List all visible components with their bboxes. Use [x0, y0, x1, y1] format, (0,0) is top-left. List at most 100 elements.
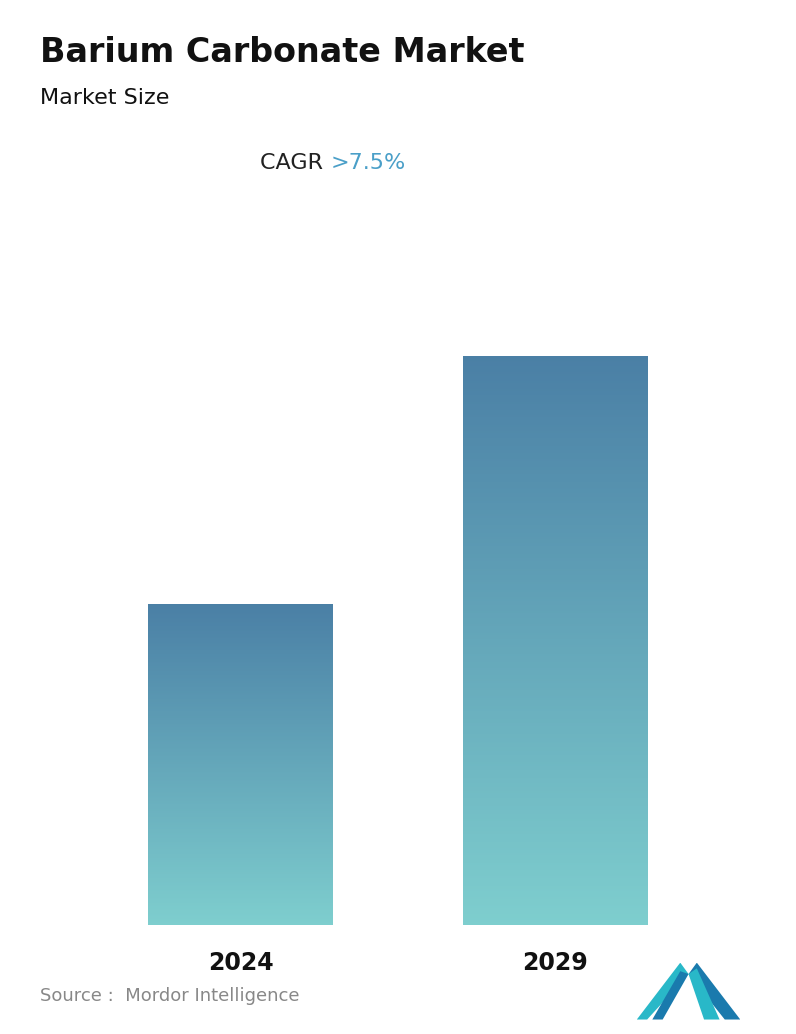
- Bar: [463, 872, 648, 875]
- Bar: [148, 849, 333, 850]
- Bar: [463, 667, 648, 670]
- Bar: [463, 828, 648, 830]
- Bar: [148, 801, 333, 803]
- Bar: [148, 787, 333, 788]
- Bar: [463, 470, 648, 473]
- Bar: [148, 643, 333, 645]
- Bar: [148, 682, 333, 685]
- Bar: [148, 718, 333, 719]
- Bar: [463, 436, 648, 438]
- Bar: [148, 702, 333, 704]
- Bar: [148, 842, 333, 843]
- Bar: [463, 415, 648, 418]
- Bar: [463, 699, 648, 702]
- Bar: [148, 748, 333, 749]
- Bar: [463, 858, 648, 861]
- Bar: [148, 830, 333, 832]
- Bar: [148, 680, 333, 682]
- Bar: [463, 616, 648, 618]
- Bar: [463, 753, 648, 755]
- Bar: [463, 391, 648, 393]
- Bar: [463, 915, 648, 918]
- Bar: [148, 772, 333, 774]
- Bar: [463, 701, 648, 703]
- Bar: [148, 707, 333, 709]
- Bar: [463, 402, 648, 404]
- Bar: [148, 677, 333, 679]
- Bar: [148, 650, 333, 652]
- Bar: [463, 902, 648, 905]
- Bar: [148, 661, 333, 662]
- Bar: [148, 762, 333, 764]
- Bar: [463, 387, 648, 389]
- Bar: [463, 555, 648, 557]
- Bar: [463, 449, 648, 452]
- Text: Market Size: Market Size: [40, 88, 170, 108]
- Text: Barium Carbonate Market: Barium Carbonate Market: [40, 36, 525, 69]
- Bar: [463, 826, 648, 829]
- Bar: [148, 858, 333, 860]
- Bar: [148, 851, 333, 853]
- Bar: [463, 624, 648, 626]
- Bar: [148, 920, 333, 922]
- Bar: [463, 733, 648, 736]
- Bar: [148, 664, 333, 665]
- Bar: [148, 769, 333, 771]
- Bar: [148, 781, 333, 782]
- Bar: [463, 919, 648, 921]
- Bar: [148, 907, 333, 908]
- Bar: [463, 874, 648, 876]
- Bar: [148, 877, 333, 878]
- Bar: [463, 762, 648, 764]
- Bar: [463, 572, 648, 575]
- Bar: [148, 612, 333, 614]
- Bar: [148, 628, 333, 629]
- Bar: [463, 849, 648, 852]
- Bar: [463, 887, 648, 889]
- Bar: [148, 799, 333, 801]
- Bar: [148, 791, 333, 793]
- Bar: [463, 548, 648, 550]
- Bar: [148, 856, 333, 858]
- Bar: [463, 528, 648, 531]
- Bar: [463, 601, 648, 603]
- Bar: [463, 819, 648, 821]
- Bar: [463, 508, 648, 510]
- Bar: [148, 778, 333, 779]
- Bar: [148, 625, 333, 627]
- Bar: [463, 781, 648, 784]
- Bar: [463, 358, 648, 361]
- Bar: [463, 525, 648, 527]
- Bar: [148, 901, 333, 902]
- Bar: [148, 871, 333, 872]
- Bar: [463, 656, 648, 659]
- Bar: [463, 821, 648, 823]
- Bar: [148, 700, 333, 702]
- Bar: [148, 655, 333, 657]
- Bar: [463, 447, 648, 450]
- Bar: [148, 620, 333, 622]
- Bar: [463, 366, 648, 368]
- Bar: [463, 914, 648, 916]
- Bar: [148, 855, 333, 857]
- Bar: [463, 714, 648, 717]
- Bar: [148, 862, 333, 864]
- Bar: [148, 731, 333, 733]
- Bar: [463, 901, 648, 903]
- Bar: [463, 890, 648, 893]
- Bar: [463, 769, 648, 771]
- Bar: [148, 774, 333, 777]
- Bar: [148, 703, 333, 705]
- Bar: [463, 457, 648, 459]
- Bar: [148, 767, 333, 769]
- Bar: [148, 875, 333, 876]
- Bar: [148, 724, 333, 725]
- Bar: [148, 672, 333, 674]
- Bar: [463, 866, 648, 869]
- Bar: [148, 648, 333, 650]
- Bar: [148, 814, 333, 815]
- Text: CAGR: CAGR: [260, 153, 330, 174]
- Polygon shape: [653, 971, 689, 1020]
- Bar: [148, 902, 333, 903]
- Bar: [463, 664, 648, 666]
